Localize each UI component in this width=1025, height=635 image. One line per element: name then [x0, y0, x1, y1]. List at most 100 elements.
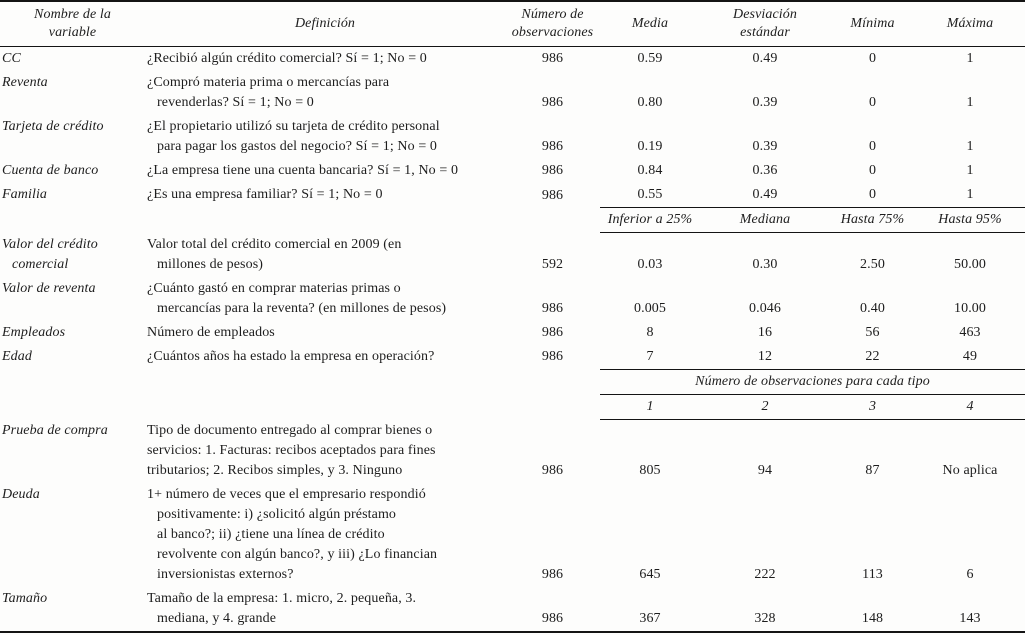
table-row-tarjeta-de-credito: Tarjeta de crédito ¿El propietario utili…: [0, 115, 1025, 159]
cell-tipo-3: 87: [865, 463, 880, 478]
cell-media: 0.55: [637, 187, 663, 202]
cell-desviacion: 0.36: [752, 163, 778, 178]
cell-mediana: 12: [757, 348, 773, 364]
cell-hasta-75: 22: [865, 348, 880, 364]
cell-observaciones: 986: [541, 139, 564, 154]
subheader-tipo-4: 4: [915, 394, 1025, 420]
table-row-tamano: Tamaño Tamaño de la empresa: 1. micro, 2…: [0, 587, 1025, 633]
cell-observaciones: 986: [541, 187, 564, 203]
cell-desviacion: 0.49: [752, 51, 778, 66]
cell-tipo-1: 367: [600, 587, 700, 633]
variable-definition: ¿Recibió algún crédito comercial? Sí = 1…: [147, 51, 427, 66]
variable-definition: 1+ número de veces que el empresario res…: [147, 487, 438, 582]
subheader-hasta-75: Hasta 75%: [830, 207, 915, 233]
header-minima: Mínima: [830, 1, 915, 47]
cell-maxima: 1: [966, 163, 974, 178]
variable-name: Valor del crédito comercial: [2, 236, 98, 272]
cell-inferior-25: 7: [646, 348, 654, 364]
cell-observaciones: 986: [541, 463, 564, 478]
variable-definition: Valor total del crédito comercial en 200…: [147, 236, 402, 272]
cell-observaciones: 986: [541, 95, 564, 110]
cell-tipo-4: No aplica: [942, 463, 998, 478]
variable-name: Deuda: [2, 487, 40, 502]
header-desviacion: Desviación estándar: [700, 1, 830, 47]
subheader-spacer: [0, 394, 600, 419]
subheader-hasta-95: Hasta 95%: [915, 207, 1025, 233]
variable-name: Cuenta de banco: [2, 163, 99, 178]
header-media: Media: [600, 1, 700, 47]
cell-hasta-95: 10.00: [954, 300, 986, 316]
subheader-tipos-title: Número de observaciones para cada tipo: [600, 368, 1025, 395]
variable-definition: ¿El propietario utilizó su tarjeta de cr…: [147, 119, 440, 154]
cell-tipo-2: 222: [754, 567, 776, 582]
table-row-cuenta-de-banco: Cuenta de banco ¿La empresa tiene una cu…: [0, 159, 1025, 183]
cell-inferior-25: 8: [646, 324, 654, 340]
variable-name: Familia: [2, 187, 48, 202]
variable-name: Reventa: [2, 75, 48, 90]
cell-minima: 0: [868, 51, 877, 66]
cell-observaciones: 986: [541, 324, 564, 340]
cell-minima: 0: [868, 139, 877, 154]
subheader-tipos-title-row: Número de observaciones para cada tipo: [0, 368, 1025, 395]
cell-tipo-3: 148: [830, 587, 915, 633]
subheader-quantiles-row: Inferior a 25% Mediana Hasta 75% Hasta 9…: [0, 207, 1025, 233]
variable-definition: Número de empleados: [147, 324, 275, 340]
variable-name: Tarjeta de crédito: [2, 119, 104, 134]
header-variable: Nombre de la variable: [0, 1, 145, 47]
cell-mediana: 16: [757, 324, 773, 340]
cell-tipo-2: 328: [700, 587, 830, 633]
subheader-tipo-1: 1: [600, 394, 700, 420]
cell-minima: 0: [868, 95, 877, 110]
cell-minima: 0: [868, 187, 877, 202]
subheader-tipo-3: 3: [830, 394, 915, 420]
subheader-tipo-2: 2: [700, 394, 830, 420]
variable-name: Empleados: [2, 324, 66, 340]
variable-name: Prueba de compra: [2, 423, 108, 438]
cell-observaciones: 986: [541, 567, 564, 582]
variable-definition: ¿Es una empresa familiar? Sí = 1; No = 0: [147, 187, 383, 202]
variable-name: Tamaño: [0, 587, 145, 633]
variable-name: Valor de reventa: [2, 280, 96, 296]
cell-hasta-75: 0.40: [860, 300, 885, 316]
variable-name: Edad: [2, 348, 32, 364]
cell-tipo-4: 143: [915, 587, 1025, 633]
subheader-spacer: [0, 369, 600, 394]
cell-mediana: 0.046: [749, 300, 781, 316]
cell-desviacion: 0.39: [752, 95, 778, 110]
subheader-mediana: Mediana: [700, 207, 830, 233]
cell-observaciones: 592: [541, 256, 564, 272]
variable-definition: ¿La empresa tiene una cuenta bancaria? S…: [147, 163, 459, 178]
cell-observaciones: 986: [541, 51, 564, 66]
cell-tipo-1: 805: [639, 463, 661, 478]
cell-observaciones: 986: [541, 349, 564, 364]
table-row-edad: Edad ¿Cuántos años ha estado la empresa …: [0, 345, 1025, 370]
cell-mediana: 0.30: [752, 256, 778, 272]
cell-maxima: 1: [966, 95, 974, 110]
variable-definition: ¿Cuánto gastó en comprar materias primas…: [147, 280, 447, 316]
table-row-familia: Familia ¿Es una empresa familiar? Sí = 1…: [0, 183, 1025, 208]
cell-hasta-95: 463: [959, 324, 981, 340]
subheader-tipos-numbers-row: 1 2 3 4: [0, 394, 1025, 420]
table-row-valor-del-credito-comercial: Valor del crédito comercial Valor total …: [0, 233, 1025, 277]
table-row-deuda: Deuda 1+ número de veces que el empresar…: [0, 483, 1025, 587]
cell-desviacion: 0.39: [752, 139, 778, 154]
cell-media: 0.19: [637, 139, 663, 154]
header-maxima: Máxima: [915, 1, 1025, 47]
cell-desviacion: 0.49: [752, 187, 778, 202]
cell-inferior-25: 0.03: [637, 256, 663, 272]
header-observaciones: Número de observaciones: [505, 1, 600, 47]
subheader-inferior-25: Inferior a 25%: [600, 207, 700, 233]
cell-minima: 0: [868, 163, 877, 178]
cell-inferior-25: 0.005: [634, 300, 666, 316]
cell-tipo-1: 645: [639, 567, 661, 582]
variable-definition: ¿Compró materia prima o mercancías para …: [147, 75, 390, 110]
variable-name: CC: [2, 51, 21, 66]
variable-definition: Tamaño de la empresa: 1. micro, 2. peque…: [145, 587, 505, 633]
cell-observaciones: 986: [505, 587, 600, 633]
cell-media: 0.59: [637, 51, 663, 66]
table-row-prueba-de-compra: Prueba de compra Tipo de documento entre…: [0, 419, 1025, 483]
cell-media: 0.84: [637, 163, 663, 178]
cell-observaciones: 986: [541, 300, 564, 316]
cell-tipo-3: 113: [862, 567, 883, 582]
